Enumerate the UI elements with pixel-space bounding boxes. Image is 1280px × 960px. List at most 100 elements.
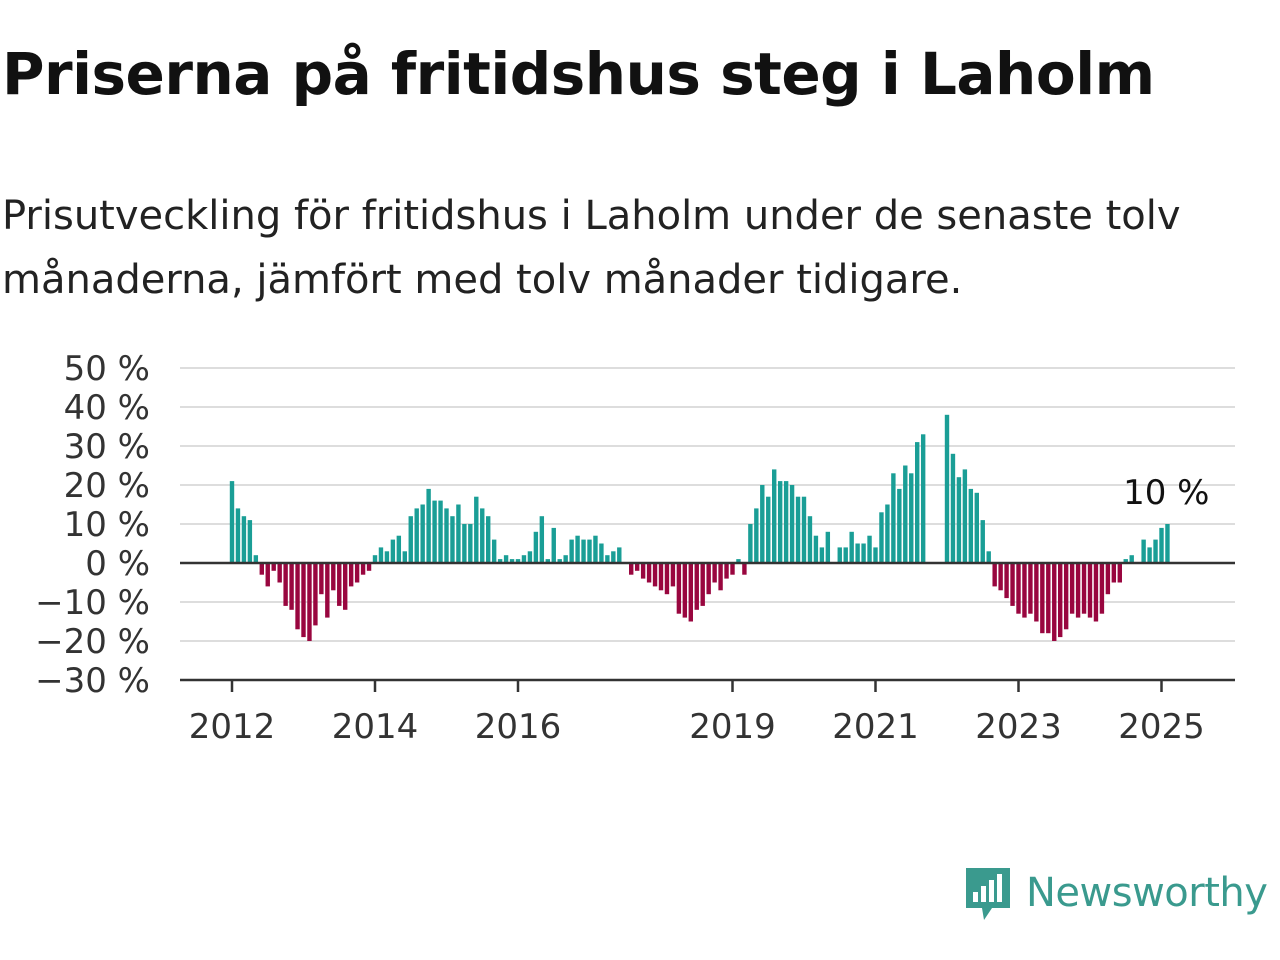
bar — [634, 563, 640, 571]
bar — [319, 563, 324, 595]
y-tick-label: −30 % — [35, 661, 150, 701]
last-value-label: 10 % — [1123, 473, 1209, 513]
bar — [849, 531, 854, 563]
bar — [462, 524, 467, 563]
bar — [897, 488, 902, 563]
bar — [1081, 563, 1087, 614]
bar — [491, 539, 497, 563]
brand-name: Newsworthy — [1026, 870, 1268, 916]
bar — [825, 531, 831, 563]
bar — [283, 563, 288, 606]
bar — [366, 563, 372, 571]
bar — [676, 563, 682, 614]
bar — [980, 520, 985, 563]
bar — [724, 563, 729, 579]
bar — [968, 488, 974, 563]
bar — [396, 535, 402, 563]
x-tick-label: 2021 — [832, 707, 919, 747]
bar — [277, 563, 282, 583]
bar-chart: 50 %40 %30 %20 %10 %0 %−10 %−20 %−30 % 2… — [35, 349, 1235, 747]
bar — [605, 555, 610, 563]
bar — [253, 555, 259, 563]
x-tick-label: 2016 — [475, 707, 562, 747]
y-tick-label: 40 % — [64, 388, 150, 428]
bar — [646, 563, 652, 583]
bar — [372, 555, 378, 563]
bar — [986, 551, 991, 563]
bar — [664, 563, 670, 595]
bar — [956, 477, 962, 563]
bar — [521, 555, 527, 563]
bar — [497, 559, 503, 563]
y-axis: 50 %40 %30 %20 %10 %0 %−10 %−20 %−30 % — [35, 349, 150, 701]
bar — [402, 551, 407, 563]
bar — [575, 535, 580, 563]
bar — [974, 492, 979, 563]
x-tick-label: 2012 — [189, 707, 276, 747]
bar — [599, 543, 604, 563]
bar — [1075, 563, 1081, 618]
bar — [1058, 563, 1063, 638]
bar — [682, 563, 688, 618]
bar — [343, 563, 348, 610]
bar — [1099, 563, 1105, 614]
bar — [992, 563, 997, 587]
chart-subtitle: Prisutveckling för fritidshus i Laholm u… — [2, 193, 1181, 303]
bar — [1046, 563, 1051, 634]
bar — [652, 563, 658, 587]
bar — [259, 563, 264, 575]
bar — [891, 473, 896, 563]
bar — [1052, 563, 1057, 641]
bar — [1016, 563, 1021, 614]
bar — [909, 473, 914, 563]
bar — [408, 516, 413, 563]
bar — [1165, 524, 1170, 563]
bar — [1063, 563, 1069, 630]
grid-lines — [180, 367, 1235, 642]
bar — [789, 485, 795, 563]
bar — [533, 531, 539, 563]
y-tick-label: 30 % — [64, 427, 150, 467]
bar — [456, 504, 461, 563]
bar — [468, 524, 473, 563]
bar — [611, 551, 616, 563]
bar — [307, 563, 312, 641]
bar — [694, 563, 699, 610]
bar — [301, 563, 306, 638]
bar — [1159, 527, 1164, 563]
y-tick-label: 20 % — [64, 466, 150, 506]
bar — [1123, 559, 1128, 563]
bar — [1105, 563, 1111, 595]
x-tick-label: 2023 — [975, 707, 1062, 747]
bar — [354, 563, 360, 583]
bar — [950, 453, 956, 563]
bar — [581, 539, 586, 563]
bar — [587, 539, 592, 563]
bar — [730, 563, 735, 575]
bar — [772, 469, 777, 563]
bar — [295, 563, 300, 630]
bar — [378, 547, 384, 563]
bar — [843, 547, 848, 563]
bar — [861, 543, 866, 563]
bar — [271, 563, 276, 571]
bar — [1153, 539, 1158, 563]
bar — [748, 524, 753, 563]
bar — [1093, 563, 1099, 622]
bar — [545, 559, 550, 563]
bar — [348, 563, 354, 587]
bar — [450, 516, 455, 563]
bar — [486, 516, 491, 563]
bar — [855, 543, 860, 563]
bar — [313, 563, 318, 626]
bar — [873, 547, 878, 563]
bar — [1129, 555, 1134, 563]
bar — [247, 520, 253, 563]
bar — [390, 539, 396, 563]
bar — [438, 500, 443, 563]
bar — [420, 504, 425, 563]
bar — [920, 434, 926, 563]
bar — [1141, 539, 1146, 563]
bar — [563, 555, 568, 563]
bar — [414, 508, 419, 563]
